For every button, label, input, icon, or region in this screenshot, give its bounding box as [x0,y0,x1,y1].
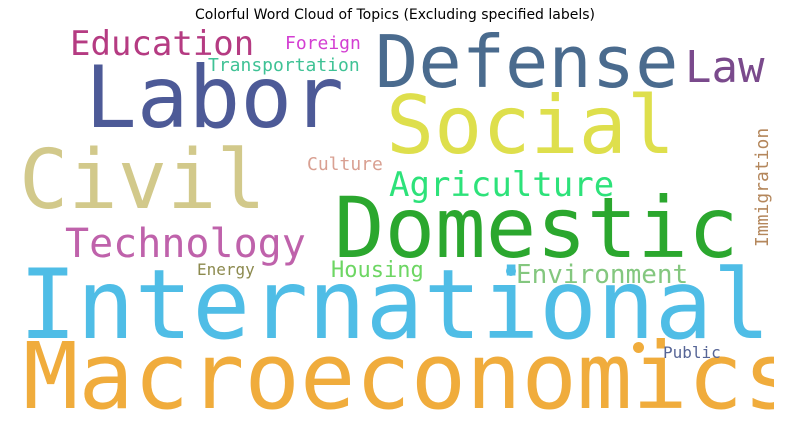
word-law: Law [685,42,765,93]
word-domestic: Domestic [334,179,739,277]
cloud-dot [633,342,644,353]
word-agriculture: Agriculture [389,165,615,205]
word-defense: Defense [375,26,679,104]
word-energy: Energy [197,260,255,279]
word-technology: Technology [65,221,306,267]
word-environment: Environment [516,260,689,290]
word-civil: Civil [19,133,266,228]
word-public: Public [663,343,721,362]
word-cloud: International Macroeconomics Domestic Labor… [19,26,774,424]
word-social: Social [386,79,675,172]
cloud-dot [506,266,516,276]
word-macroeconomics: Macroeconomics [23,323,774,424]
word-culture: Culture [307,154,383,175]
word-transportation: Transportation [208,55,360,76]
word-education: Education [70,26,255,64]
word-immigration: Immigration [752,127,773,247]
word-housing: Housing [331,258,424,283]
word-foreign: Foreign [285,33,361,54]
word-labor: Labor [85,48,344,148]
word-international: International [19,249,771,361]
chart-title: Colorful Word Cloud of Topics (Excluding… [194,7,596,23]
